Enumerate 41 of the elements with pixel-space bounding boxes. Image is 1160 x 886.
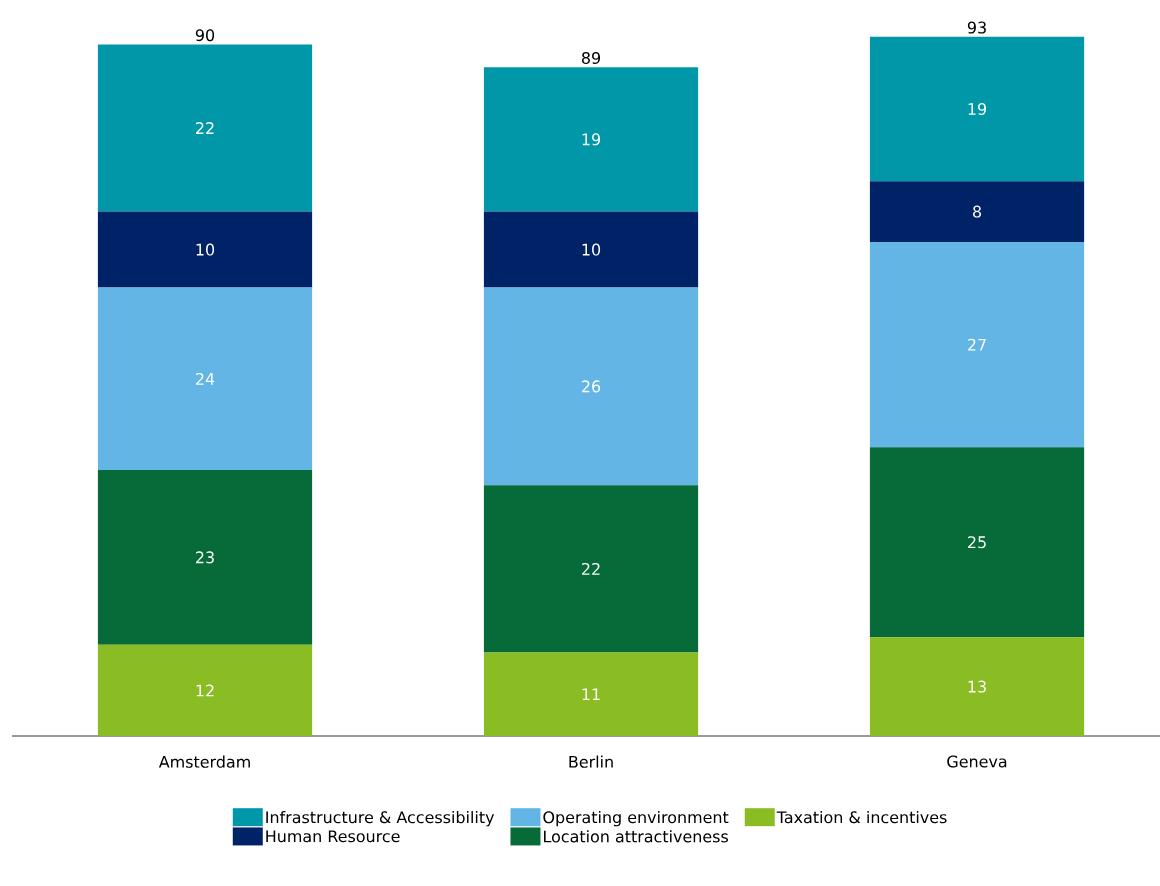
data-label: 22 — [582, 562, 600, 575]
x-tick-label: Geneva — [947, 755, 1007, 768]
legend-label: Taxation & incentives — [776, 810, 947, 824]
data-label: 10 — [196, 243, 215, 256]
data-label: 19 — [582, 133, 601, 146]
x-tick-label: Berlin — [569, 755, 613, 768]
x-tick-label: Amsterdam — [158, 755, 250, 768]
bar — [97, 287, 313, 470]
bar — [869, 242, 1085, 448]
bar — [483, 211, 699, 288]
data-label: 11 — [582, 688, 600, 701]
data-label: 19 — [968, 102, 987, 116]
bar — [483, 485, 699, 653]
bar — [483, 652, 699, 736]
data-label: 12 — [196, 684, 214, 697]
legend-label: Human Resource — [266, 830, 400, 843]
bar — [869, 637, 1085, 736]
bar — [97, 644, 313, 736]
data-label: 10 — [582, 243, 601, 256]
data-label: 26 — [582, 380, 601, 393]
data-label: 23 — [196, 551, 214, 564]
bar — [869, 36, 1085, 182]
data-label: 24 — [196, 372, 215, 385]
bar — [869, 181, 1085, 242]
bar — [97, 470, 313, 645]
bar — [869, 447, 1085, 638]
legend-label: Operating environment — [543, 810, 729, 827]
bar — [97, 211, 313, 288]
data-label: 8 — [973, 205, 981, 218]
legend-label: Location attractiveness — [544, 830, 728, 843]
total-label: 90 — [195, 29, 215, 42]
bar — [97, 44, 313, 212]
data-label: 13 — [968, 680, 986, 693]
total-label: 89 — [581, 51, 601, 64]
total-label: 93 — [967, 21, 986, 34]
data-label: 27 — [968, 338, 986, 351]
data-label: 25 — [968, 536, 986, 549]
legend-label: Infrastructure & Accessibility — [266, 810, 495, 827]
bar — [483, 67, 699, 212]
data-label: 22 — [196, 122, 214, 134]
bar — [483, 287, 699, 486]
